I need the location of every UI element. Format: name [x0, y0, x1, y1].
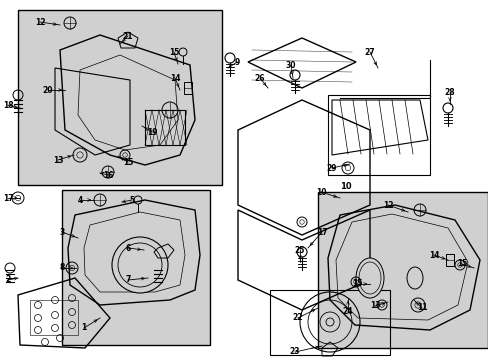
Text: 14: 14	[169, 73, 180, 82]
Text: 6: 6	[125, 243, 130, 252]
Text: 17: 17	[316, 228, 326, 237]
Bar	[18, 10, 222, 185]
Text: 19: 19	[146, 127, 157, 136]
Text: 25: 25	[294, 246, 305, 255]
Text: 18: 18	[2, 100, 13, 109]
Circle shape	[112, 237, 168, 293]
Text: 11: 11	[416, 303, 427, 312]
Text: 3: 3	[59, 228, 64, 237]
Bar	[30, 300, 78, 335]
Bar	[183, 82, 192, 94]
Text: 15: 15	[351, 279, 362, 288]
Bar	[62, 190, 209, 345]
Bar	[445, 254, 453, 266]
Text: 15: 15	[456, 260, 466, 269]
Text: 15: 15	[168, 48, 179, 57]
Bar	[269, 290, 389, 355]
Text: 12: 12	[35, 18, 45, 27]
Ellipse shape	[355, 258, 383, 298]
Text: 20: 20	[42, 86, 53, 95]
Text: 15: 15	[122, 158, 133, 166]
Text: 14: 14	[428, 251, 438, 260]
Text: 8: 8	[59, 264, 64, 273]
Text: 27: 27	[364, 48, 375, 57]
Text: 1: 1	[81, 324, 86, 333]
Text: 29: 29	[326, 163, 337, 172]
Text: 10: 10	[315, 188, 325, 197]
Bar	[317, 192, 487, 348]
Text: 30: 30	[285, 60, 296, 69]
Bar	[327, 95, 429, 175]
Text: 26: 26	[254, 73, 264, 82]
Text: 17: 17	[2, 194, 13, 202]
Text: 24: 24	[342, 307, 352, 316]
Text: 13: 13	[369, 302, 380, 310]
Text: 21: 21	[122, 32, 133, 41]
Text: 28: 28	[444, 87, 454, 96]
Text: 5: 5	[129, 195, 134, 204]
Text: 4: 4	[77, 195, 82, 204]
Text: 9: 9	[234, 58, 239, 67]
Text: 23: 23	[289, 347, 300, 356]
Text: 7: 7	[125, 275, 130, 284]
Text: 16: 16	[102, 171, 113, 180]
Text: 13: 13	[53, 156, 63, 165]
Text: 10: 10	[339, 181, 351, 190]
Text: 22: 22	[292, 314, 303, 323]
Text: 2: 2	[5, 275, 11, 284]
Text: 12: 12	[382, 201, 392, 210]
